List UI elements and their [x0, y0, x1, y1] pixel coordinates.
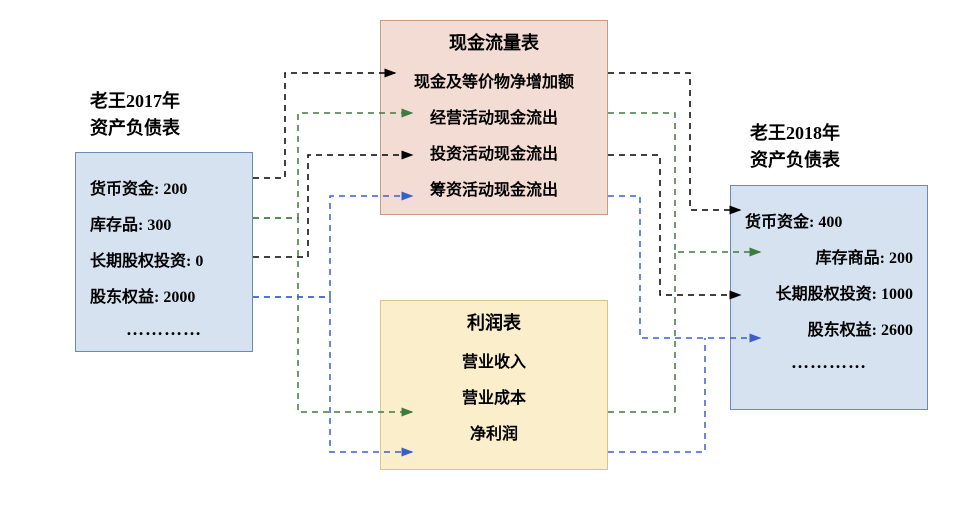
right-heading-line2: 资产负债表 [750, 147, 840, 174]
balance-2017-box: 货币资金: 200 库存品: 300 长期股权投资: 0 股东权益: 2000 … [75, 152, 253, 352]
right-heading-line1: 老王2018年 [750, 120, 840, 147]
edge-cash2017-to-netincrease [253, 73, 395, 178]
profit-title: 利润表 [395, 311, 593, 336]
bs2018-item-cash: 货币资金: 400 [745, 208, 913, 232]
profit-item-netprofit: 净利润 [395, 420, 593, 444]
profit-item-cost: 营业成本 [395, 384, 593, 408]
edge-investing-to-longterm2018 [608, 155, 740, 295]
bs2017-item-equity: 股东权益: 2000 [90, 283, 238, 307]
edge-cost-to-inventory2018 [608, 252, 675, 412]
bs2018-ellipsis: ………… [745, 352, 913, 373]
bs2017-item-inventory: 库存品: 300 [90, 211, 238, 235]
left-heading-line1: 老王2017年 [90, 88, 180, 115]
cashflow-item-investing: 投资活动现金流出 [395, 140, 593, 164]
cashflow-item-financing: 筹资活动现金流出 [395, 176, 593, 200]
left-heading: 老王2017年 资产负债表 [90, 88, 180, 142]
cashflow-title: 现金流量表 [395, 31, 593, 56]
bs2018-item-equity: 股东权益: 2600 [745, 316, 913, 340]
bs2017-ellipsis: ………… [90, 319, 238, 340]
profit-item-revenue: 营业收入 [395, 348, 593, 372]
cashflow-item-netincrease: 现金及等价物净增加额 [395, 68, 593, 92]
balance-2018-box: 货币资金: 400 库存商品: 200 长期股权投资: 1000 股东权益: 2… [730, 185, 928, 410]
bs2017-item-cash: 货币资金: 200 [90, 175, 238, 199]
cashflow-box: 现金流量表 现金及等价物净增加额 经营活动现金流出 投资活动现金流出 筹资活动现… [380, 20, 608, 215]
edge-netprofit-to-equity2018 [608, 338, 705, 452]
cashflow-item-operating: 经营活动现金流出 [395, 104, 593, 128]
edge-netincrease-to-cash2018 [608, 73, 740, 210]
profit-box: 利润表 营业收入 营业成本 净利润 [380, 300, 608, 470]
bs2018-item-inventory: 库存商品: 200 [745, 244, 913, 268]
left-heading-line2: 资产负债表 [90, 115, 180, 142]
right-heading: 老王2018年 资产负债表 [750, 120, 840, 174]
bs2018-item-longterm: 长期股权投资: 1000 [745, 280, 913, 304]
bs2017-item-longterm: 长期股权投资: 0 [90, 247, 238, 271]
